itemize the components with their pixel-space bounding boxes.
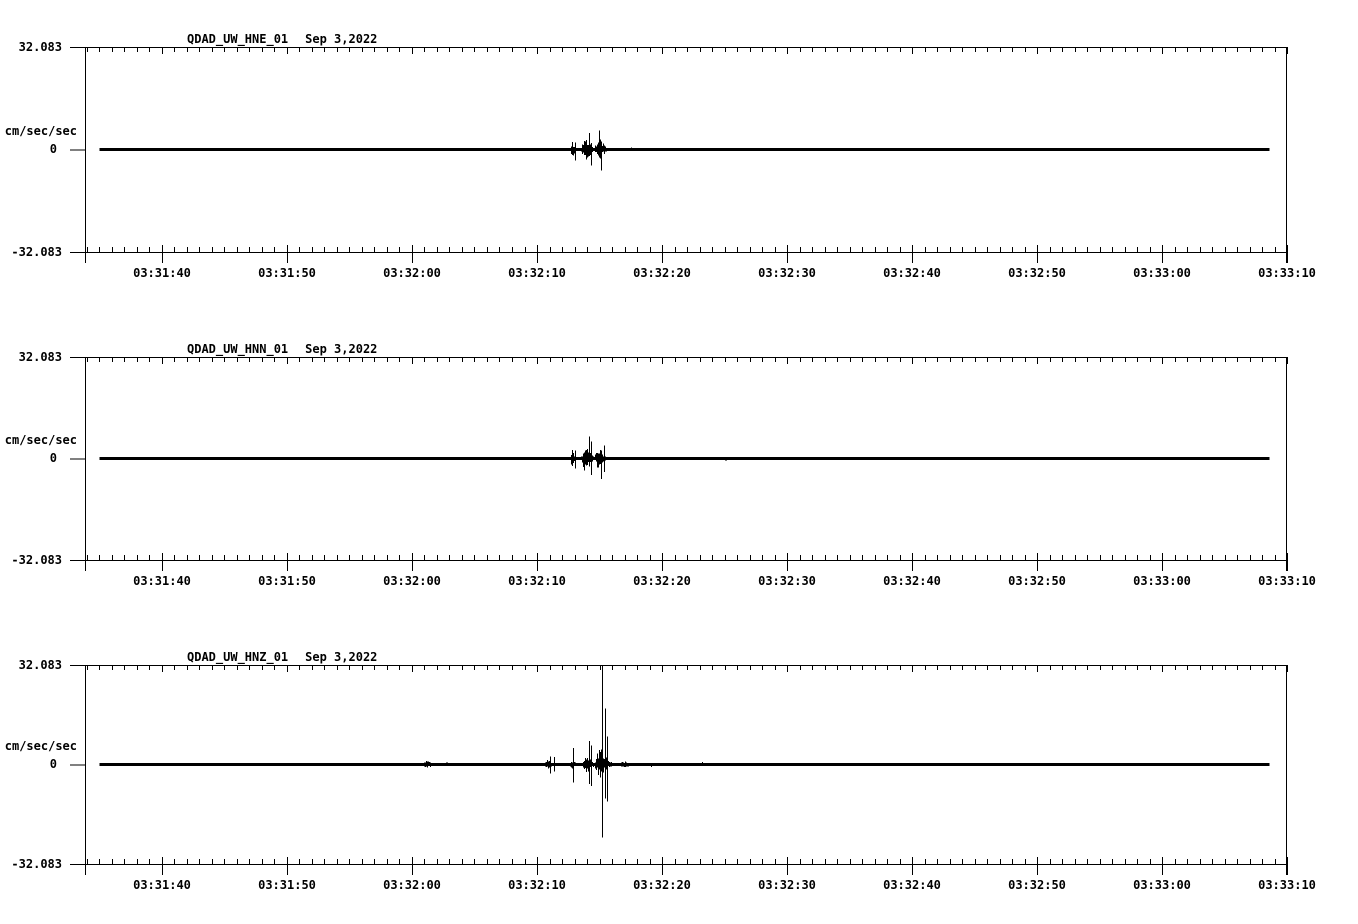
- panel-title-hne: QDAD_UW_HNE_01 Sep 3,2022: [187, 31, 377, 47]
- panel-title-text: QDAD_UW_HNE_01: [187, 32, 289, 46]
- panel-title-hnz: QDAD_UW_HNZ_01 Sep 3,2022: [187, 649, 377, 665]
- y-axis-units-label: cm/sec/sec: [4, 739, 77, 753]
- x-tick-label: 03:31:40: [133, 266, 191, 280]
- y-axis-zero-label: 0: [49, 757, 57, 771]
- x-tick-label: 03:32:30: [758, 266, 816, 280]
- x-tick-label: 03:33:00: [1133, 878, 1191, 892]
- x-tick-label: 03:32:30: [758, 574, 816, 588]
- x-tick-label: 03:32:10: [508, 878, 566, 892]
- x-tick-label: 03:32:50: [1008, 574, 1066, 588]
- x-tick-label: 03:32:50: [1008, 878, 1066, 892]
- x-tick-label: 03:32:20: [633, 266, 691, 280]
- y-axis-max-label: 32.083: [18, 40, 62, 54]
- y-axis-min-label: -32.083: [11, 245, 62, 259]
- y-axis-min-label: -32.083: [11, 553, 62, 567]
- x-tick-label: 03:32:00: [383, 878, 441, 892]
- panel-date-text: Sep 3,2022: [305, 32, 378, 46]
- x-tick-label: 03:33:10: [1258, 266, 1316, 280]
- panel-date-text: Sep 3,2022: [305, 650, 378, 664]
- x-tick-label: 03:32:30: [758, 878, 816, 892]
- x-tick-label: 03:33:00: [1133, 266, 1191, 280]
- y-axis-units-label: cm/sec/sec: [4, 433, 77, 447]
- x-tick-label: 03:33:10: [1258, 574, 1316, 588]
- y-axis-max-label: 32.083: [18, 658, 62, 672]
- x-tick-label: 03:33:10: [1258, 878, 1316, 892]
- panel-title-hnn: QDAD_UW_HNN_01 Sep 3,2022: [187, 341, 377, 357]
- x-tick-label: 03:31:40: [133, 574, 191, 588]
- x-tick-label: 03:32:00: [383, 266, 441, 280]
- x-tick-label: 03:32:00: [383, 574, 441, 588]
- panel-date-text: Sep 3,2022: [305, 342, 378, 356]
- y-axis-zero-label: 0: [49, 142, 57, 156]
- y-axis-units-label: cm/sec/sec: [4, 124, 77, 138]
- x-tick-label: 03:32:50: [1008, 266, 1066, 280]
- x-tick-label: 03:32:40: [883, 574, 941, 588]
- x-tick-label: 03:33:00: [1133, 574, 1191, 588]
- x-tick-label: 03:32:40: [883, 266, 941, 280]
- x-tick-label: 03:31:50: [258, 574, 316, 588]
- x-tick-label: 03:31:40: [133, 878, 191, 892]
- x-tick-label: 03:31:50: [258, 878, 316, 892]
- y-axis-min-label: -32.083: [11, 857, 62, 871]
- panel-title-text: QDAD_UW_HNZ_01: [187, 650, 289, 664]
- x-tick-label: 03:32:40: [883, 878, 941, 892]
- x-tick-label: 03:32:20: [633, 878, 691, 892]
- x-tick-label: 03:32:10: [508, 574, 566, 588]
- x-tick-label: 03:31:50: [258, 266, 316, 280]
- panel-title-text: QDAD_UW_HNN_01: [187, 342, 289, 356]
- x-tick-label: 03:32:10: [508, 266, 566, 280]
- y-axis-max-label: 32.083: [18, 350, 62, 364]
- x-tick-label: 03:32:20: [633, 574, 691, 588]
- y-axis-zero-label: 0: [49, 451, 57, 465]
